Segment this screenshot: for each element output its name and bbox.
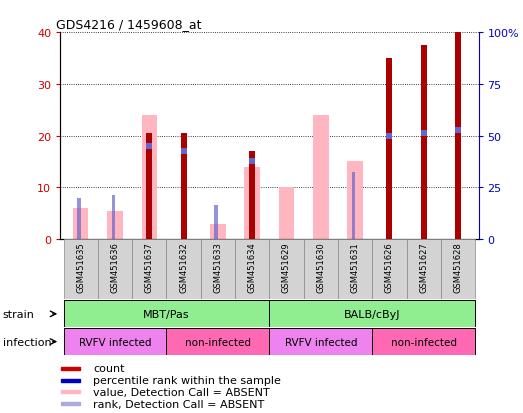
Text: RVFV infected: RVFV infected [79,337,151,347]
Bar [166,240,201,299]
Text: RVFV infected: RVFV infected [285,337,357,347]
Bar [420,46,427,240]
Text: rank, Detection Call = ABSENT: rank, Detection Call = ABSENT [93,399,264,409]
Bar [235,240,269,299]
Bar [61,379,80,382]
Text: value, Detection Call = ABSENT: value, Detection Call = ABSENT [93,387,270,397]
Text: non-infected: non-infected [391,337,457,347]
Bar [98,240,132,299]
Text: count: count [93,363,124,373]
Bar [166,328,269,355]
Bar [64,301,269,328]
Text: GSM451627: GSM451627 [419,241,428,292]
Bar [214,206,218,240]
Bar [210,224,225,240]
Text: BALB/cByJ: BALB/cByJ [344,309,401,319]
Text: GSM451630: GSM451630 [316,241,325,292]
Bar [372,240,406,299]
Bar [338,240,372,299]
Bar [61,367,80,370]
Bar [386,59,392,240]
Bar [180,134,187,240]
Bar [249,152,255,240]
Text: GSM451629: GSM451629 [282,241,291,292]
Text: non-infected: non-infected [185,337,251,347]
Text: GSM451631: GSM451631 [350,241,360,292]
Bar [313,116,328,240]
Bar [146,134,152,240]
Bar [64,240,98,299]
Bar [111,196,115,240]
Text: percentile rank within the sample: percentile rank within the sample [93,375,281,385]
Text: GSM451634: GSM451634 [248,241,257,292]
Bar [304,240,338,299]
Bar [372,328,475,355]
Text: GSM451635: GSM451635 [76,241,85,292]
Bar [455,33,461,240]
Bar [269,301,475,328]
Text: MBT/Pas: MBT/Pas [143,309,190,319]
Text: GSM451636: GSM451636 [110,241,120,292]
Text: GSM451626: GSM451626 [385,241,394,292]
Bar [77,198,81,240]
Text: GSM451633: GSM451633 [213,241,222,292]
Bar [201,240,235,299]
Bar [441,240,475,299]
Text: GSM451628: GSM451628 [453,241,462,292]
Bar [244,167,260,240]
Bar [132,240,166,299]
Bar [279,188,294,240]
Bar [61,402,80,406]
Bar [107,211,123,240]
Bar [142,116,157,240]
Bar [269,240,304,299]
Bar [406,240,441,299]
Text: GDS4216 / 1459608_at: GDS4216 / 1459608_at [56,17,201,31]
Bar [269,328,372,355]
Text: GSM451632: GSM451632 [179,241,188,292]
Bar [73,209,88,240]
Text: infection: infection [3,337,51,347]
Bar [347,162,363,240]
Text: strain: strain [3,309,35,319]
Text: GSM451637: GSM451637 [145,241,154,292]
Bar [61,391,80,394]
Bar [351,173,355,240]
Bar [64,328,166,355]
